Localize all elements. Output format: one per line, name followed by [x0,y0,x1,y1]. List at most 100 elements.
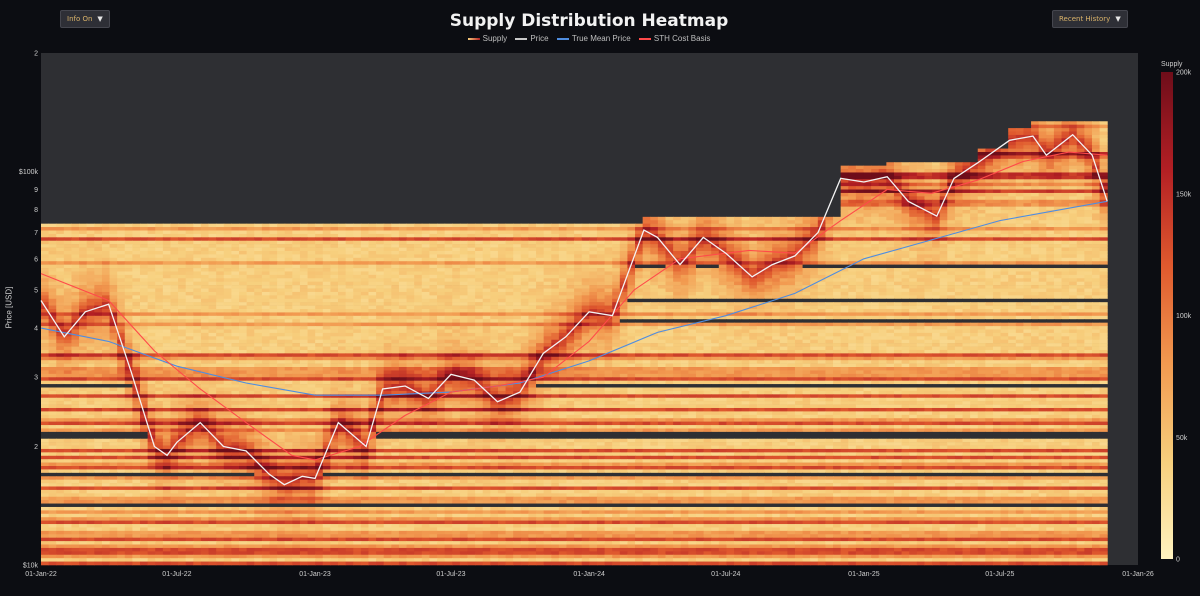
supply-gap [985,319,994,323]
supply-cell [665,288,674,293]
supply-cell [345,281,354,286]
supply-cell [170,309,179,313]
supply-cell [1061,274,1070,279]
supply-cell [292,233,301,238]
supply-cell [56,237,65,242]
supply-cell [558,230,567,235]
supply-cell [764,274,773,279]
supply-cell [1046,179,1055,184]
supply-cell [772,250,781,255]
supply-gap [1015,319,1024,323]
supply-cell [48,312,57,317]
supply-cell [482,237,491,242]
supply-cell [185,315,194,320]
supply-cell [878,186,887,190]
legend-item-sth-cost-basis[interactable]: STH Cost Basis [638,34,710,43]
supply-cell [261,278,270,282]
supply-cell [41,319,50,323]
supply-cell [932,291,941,296]
legend-item-true-mean-price[interactable]: True Mean Price [556,34,631,43]
supply-cell [140,261,149,265]
supply-cell [1099,203,1108,207]
supply-cell [1031,203,1040,207]
supply-cell [284,261,293,265]
supply-cell [764,230,773,235]
supply-cell [1053,121,1063,125]
supply-cell [695,295,705,300]
supply-cell [772,305,781,310]
supply-cell [574,291,583,296]
supply-cell [48,237,57,242]
supply-cell [551,233,560,238]
supply-cell [155,281,164,286]
supply-cell [1038,213,1047,218]
supply-cell [787,305,796,310]
supply-cell [901,240,910,245]
supply-cell [703,220,712,224]
supply-cell [1046,169,1055,173]
supply-cell [992,281,1002,286]
supply-cell [216,244,225,248]
supply-cell [1023,186,1032,190]
supply-cell [977,244,986,248]
supply-cell [1084,179,1093,184]
supply-gap [673,319,682,323]
supply-cell [817,257,826,262]
supply-cell [977,309,986,313]
supply-cell [398,295,408,300]
supply-cell [1008,128,1017,132]
supply-cell [833,281,842,286]
supply-cell [977,233,986,238]
supply-gap [909,319,918,323]
supply-cell [1008,172,1017,177]
supply-cell [764,309,773,313]
supply-cell [231,302,240,306]
info-toggle-button[interactable]: Info On ▼ [60,10,110,28]
supply-gap [741,298,750,303]
supply-cell [650,288,659,293]
supply-cell [772,244,781,248]
recent-history-dropdown[interactable]: Recent History ▼ [1052,10,1128,28]
supply-cell [673,216,682,221]
supply-cell [1053,165,1063,170]
supply-cell [1091,131,1101,136]
supply-cell [825,295,834,300]
supply-cell [200,254,210,259]
supply-cell [101,223,111,228]
supply-cell [604,240,613,245]
supply-cell [86,278,95,282]
supply-cell [954,278,964,282]
supply-cell [977,213,986,218]
supply-cell [734,315,743,320]
supply-cell [101,247,111,252]
supply-cell [124,291,133,296]
supply-cell [970,315,979,320]
supply-cell [924,192,933,197]
legend-item-price[interactable]: Price [515,34,549,43]
supply-cell [1061,302,1070,306]
supply-cell [947,220,956,224]
supply-cell [322,305,331,310]
legend-item-supply[interactable]: Supply [467,34,507,43]
supply-cell [330,237,339,242]
supply-cell [1008,302,1017,306]
supply-cell [909,240,918,245]
supply-cell [71,223,80,228]
supply-cell [231,237,240,242]
supply-cell [924,240,933,245]
supply-cell [497,295,507,300]
supply-cell [726,291,735,296]
supply-cell [178,319,187,323]
supply-cell [840,206,849,211]
supply-cell [703,315,712,320]
supply-cell [825,244,834,248]
supply-cell [657,223,666,228]
supply-cell [726,285,735,289]
supply-cell [1099,182,1108,187]
supply-cell [756,247,766,252]
supply-cell [376,295,385,300]
supply-cell [924,233,933,238]
supply-cell [1053,203,1063,207]
supply-cell [360,268,369,272]
supply-cell [170,285,179,289]
